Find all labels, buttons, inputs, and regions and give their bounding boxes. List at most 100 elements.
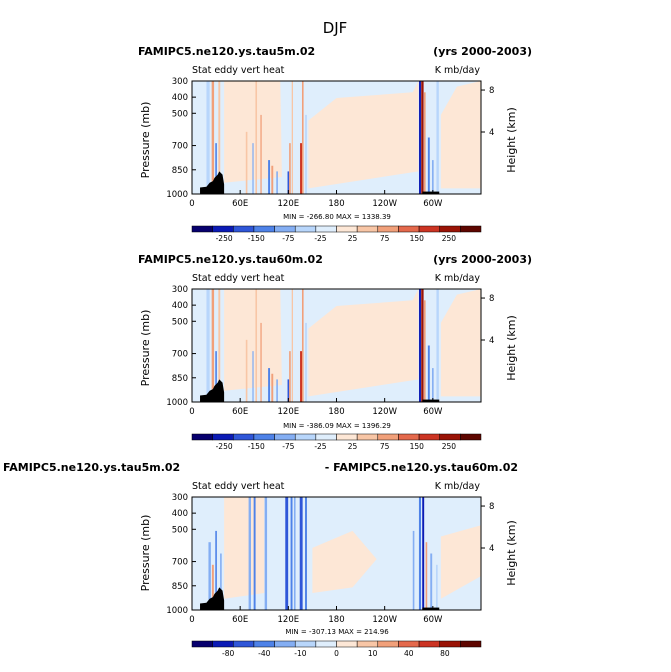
contour-band	[293, 497, 296, 610]
contour-band	[264, 497, 268, 610]
panel-1-plot: 0 60E 120E 180 120W 60W 300 400 500 700 850 1000 8 4	[166, 77, 494, 209]
colorbar-box	[315, 225, 337, 233]
panel-2-minmax: MIN = -386.09 MAX = 1396.29	[283, 422, 391, 430]
contour-band	[422, 497, 425, 610]
panel-3-plot: 0 60E 120E 180 120W 60W 300 400 500 700 850 1000 8 4	[166, 493, 494, 625]
warm-region	[440, 525, 481, 599]
colorbar-box	[460, 640, 482, 648]
y-tick-label: 700	[172, 558, 188, 568]
contour-band	[289, 351, 291, 402]
warm-region	[312, 530, 377, 594]
contour-band	[436, 564, 438, 610]
y-tick-label: 850	[172, 582, 188, 592]
colorbar-box	[418, 640, 440, 648]
warm-region	[440, 289, 481, 397]
contour-band	[291, 289, 293, 402]
y-tick-label: 700	[172, 350, 188, 360]
colorbar-box	[294, 640, 317, 648]
contour-band	[287, 171, 290, 194]
contour-band	[260, 114, 262, 194]
colorbar-label: 250	[442, 442, 457, 451]
contour-band	[206, 81, 210, 194]
contour-band	[436, 289, 439, 402]
contour-band	[300, 143, 303, 194]
panel-3-title-left: FAMIPC5.ne120.ys.tau5m.02	[3, 461, 180, 474]
colorbar-label: -75	[282, 234, 294, 243]
contour-band	[436, 81, 439, 194]
colorbar-label: 150	[410, 234, 425, 243]
panel-2-ylabel: Pressure (mb)	[139, 310, 152, 387]
x-tick-label: 0	[189, 407, 194, 417]
contour-band	[427, 345, 430, 402]
colorbar-label: -250	[216, 234, 233, 243]
colorbar-box	[191, 225, 213, 233]
topography	[422, 607, 440, 610]
colorbar-box	[274, 225, 296, 233]
colorbar-box	[377, 225, 399, 233]
colorbar-box	[212, 640, 234, 648]
panel-3-units: K mb/day	[435, 481, 481, 492]
contour-band	[424, 92, 426, 194]
contour-band	[255, 289, 258, 402]
colorbar-box	[439, 433, 461, 441]
x-tick-label: 0	[189, 199, 194, 209]
x-tick-label: 60E	[232, 407, 248, 417]
y2-tick-label: 4	[489, 336, 494, 346]
colorbar-box	[253, 225, 275, 233]
colorbar-label: 75	[380, 234, 390, 243]
x-tick-label: 120W	[372, 407, 397, 417]
panel-2-y2label: Height (km)	[505, 315, 518, 381]
contour-band	[271, 165, 274, 194]
x-tick-label: 60W	[423, 615, 443, 625]
colorbar-label: -40	[258, 649, 270, 658]
colorbar-label: -250	[216, 442, 233, 451]
x-tick-label: 60W	[423, 199, 443, 209]
contour-band	[252, 351, 254, 402]
colorbar-box	[439, 225, 461, 233]
contour-band	[215, 530, 217, 610]
colorbar-box	[377, 433, 399, 441]
contour-band	[291, 81, 293, 194]
colorbar-box	[191, 433, 213, 441]
topography	[422, 191, 440, 194]
panel-3: FAMIPC5.ne120.ys.tau5m.02 - FAMIPC5.ne12…	[3, 461, 518, 658]
warm-region	[224, 497, 265, 599]
topography	[422, 399, 440, 402]
contour-band	[253, 497, 256, 610]
colorbar-box	[191, 640, 213, 648]
y-tick-label: 1000	[166, 190, 188, 200]
colorbar-box	[274, 433, 296, 441]
colorbar-label: 0	[334, 649, 339, 658]
contour-band	[421, 81, 424, 194]
panel-3-y2label: Height (km)	[505, 520, 518, 586]
y-tick-label: 850	[172, 166, 188, 176]
contour-band	[425, 542, 428, 610]
x-tick-label: 180	[328, 615, 344, 625]
colorbar-box	[418, 225, 440, 233]
colorbar-box	[356, 433, 379, 441]
colorbar-box	[439, 640, 461, 648]
colorbar-label: -150	[248, 442, 265, 451]
contour-band	[427, 137, 430, 194]
panel-2-colorbar: -250 -150 -75 -25 25 75 150 250	[191, 433, 482, 451]
contour-band	[421, 289, 424, 402]
topography	[200, 379, 225, 402]
colorbar-label: -10	[294, 649, 306, 658]
panel-1-minmax: MIN = -266.80 MAX = 1338.39	[283, 213, 391, 221]
colorbar-box	[294, 225, 317, 233]
panel-1-y2label: Height (km)	[505, 107, 518, 173]
contour-band	[248, 497, 252, 610]
panel-1-title-right: (yrs 2000-2003)	[433, 45, 532, 58]
contour-band	[268, 368, 271, 402]
y-tick-label: 500	[172, 317, 188, 327]
y2-tick-label: 8	[489, 294, 494, 304]
colorbar-box	[398, 640, 420, 648]
contour-band	[287, 379, 290, 402]
contour-band	[260, 322, 262, 402]
panel-2-field: Stat eddy vert heat	[192, 273, 285, 284]
warm-region	[440, 81, 481, 189]
colorbar-box	[398, 225, 420, 233]
contour-band	[215, 143, 217, 194]
colorbar-box	[253, 433, 275, 441]
panel-3-field: Stat eddy vert heat	[192, 481, 285, 492]
